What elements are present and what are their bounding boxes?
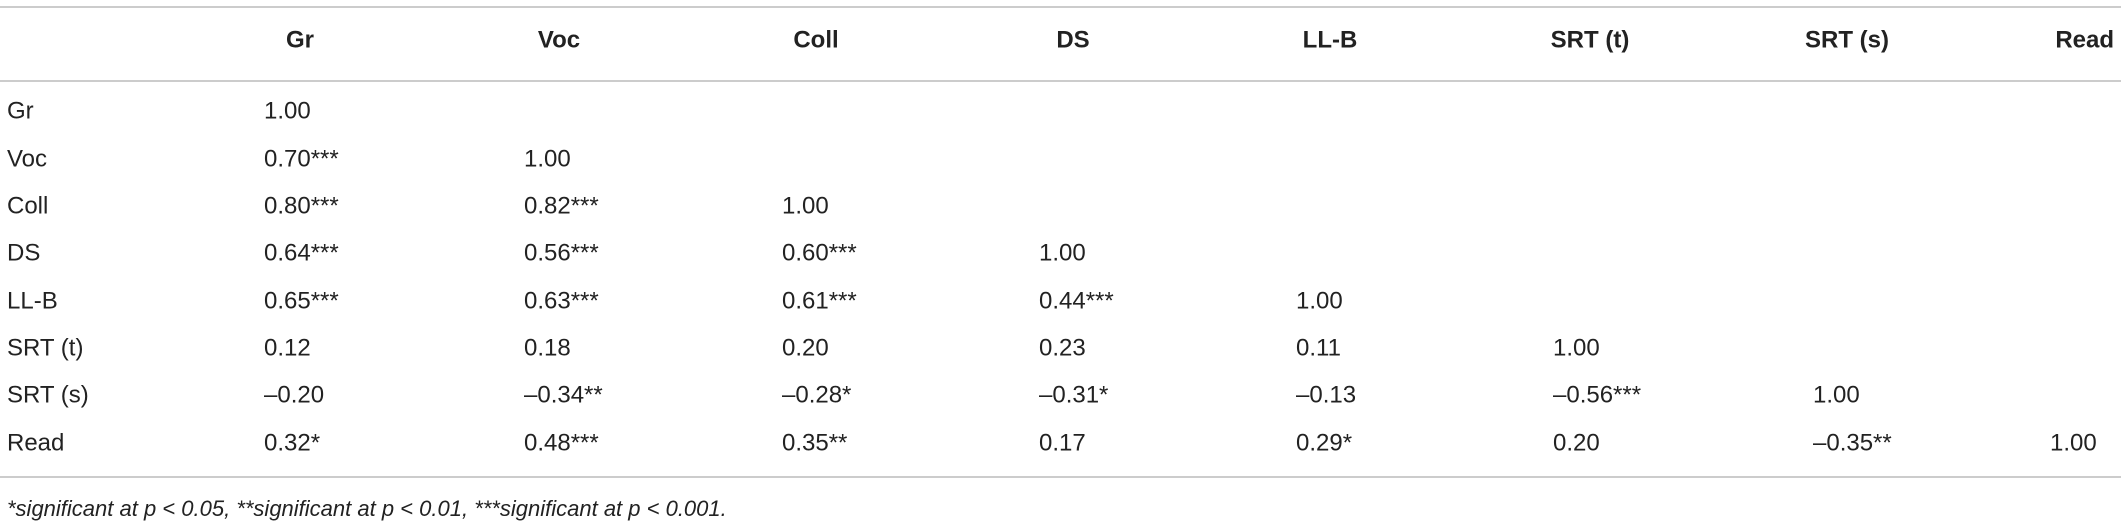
column-header: Voc (538, 26, 580, 53)
cell: 1.00 (1039, 239, 1086, 266)
cell: 0.70*** (264, 145, 339, 172)
cell: –0.56*** (1553, 381, 1641, 408)
cell: 0.35** (782, 429, 847, 456)
cell: 1.00 (2050, 429, 2097, 456)
cell: –0.13 (1296, 381, 1356, 408)
row-label: LL-B (7, 287, 58, 314)
cell: –0.31* (1039, 381, 1108, 408)
cell: 0.29* (1296, 429, 1352, 456)
column-header: Gr (286, 26, 314, 53)
cell: 0.56*** (524, 239, 599, 266)
column-header: Coll (793, 26, 838, 53)
cell: 0.20 (1553, 429, 1600, 456)
column-header: LL-B (1303, 26, 1358, 53)
cell: 1.00 (1553, 334, 1600, 361)
row-label: Read (7, 429, 64, 456)
row-label: Voc (7, 145, 47, 172)
row-label: DS (7, 239, 40, 266)
row-label: SRT (s) (7, 381, 89, 408)
cell: 1.00 (1296, 287, 1343, 314)
column-header: DS (1056, 26, 1089, 53)
cell: 1.00 (264, 97, 311, 124)
cell: 0.12 (264, 334, 311, 361)
cell: 0.65*** (264, 287, 339, 314)
cell: 0.32* (264, 429, 320, 456)
cell: 0.60*** (782, 239, 857, 266)
row-label: Coll (7, 192, 48, 219)
cell: 0.64*** (264, 239, 339, 266)
cell: 0.44*** (1039, 287, 1114, 314)
cell: 0.82*** (524, 192, 599, 219)
cell: 0.23 (1039, 334, 1086, 361)
row-label: SRT (t) (7, 334, 83, 361)
column-header: SRT (t) (1551, 26, 1630, 53)
column-header: Read (2055, 26, 2114, 53)
column-header: SRT (s) (1805, 26, 1889, 53)
cell: 0.63*** (524, 287, 599, 314)
row-label: Gr (7, 97, 34, 124)
cell: 1.00 (524, 145, 571, 172)
cell: 0.48*** (524, 429, 599, 456)
cell: –0.35** (1813, 429, 1892, 456)
cell: –0.20 (264, 381, 324, 408)
cell: –0.34** (524, 381, 603, 408)
cell: 0.61*** (782, 287, 857, 314)
cell: 0.17 (1039, 429, 1086, 456)
cell: 0.11 (1296, 334, 1341, 361)
cell: 0.18 (524, 334, 571, 361)
cell: 1.00 (782, 192, 829, 219)
cell: 0.20 (782, 334, 829, 361)
cell: –0.28* (782, 381, 851, 408)
cell: 1.00 (1813, 381, 1860, 408)
cell: 0.80*** (264, 192, 339, 219)
footnote: *significant at p < 0.05, **significant … (7, 496, 727, 521)
